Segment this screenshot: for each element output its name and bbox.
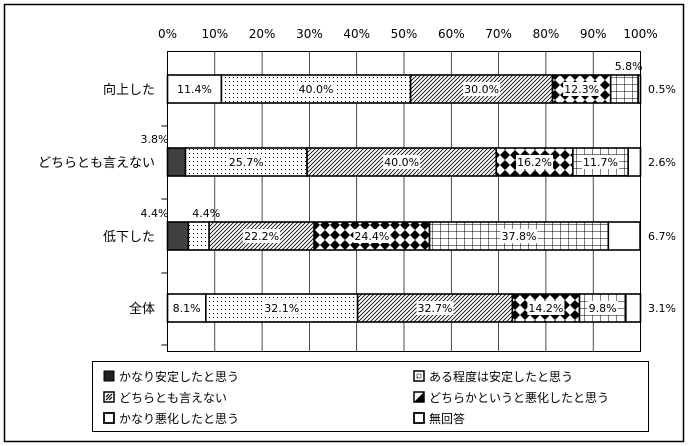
data-label-bg xyxy=(587,301,618,315)
bar-segment xyxy=(166,221,190,251)
data-label: 25.7% xyxy=(229,156,264,169)
data-label: 40.0% xyxy=(384,156,419,169)
data-label: 12.3% xyxy=(564,83,599,96)
x-tick-label: 90% xyxy=(580,27,607,41)
legend-label: ある程度は安定したと思う xyxy=(429,369,573,384)
legend-swatch xyxy=(103,370,115,382)
data-label: 32.7% xyxy=(418,302,453,315)
bar-segment xyxy=(609,74,639,104)
x-tick-label: 30% xyxy=(296,27,323,41)
bar-segment xyxy=(428,221,610,251)
data-label: 37.8% xyxy=(501,230,536,243)
data-label: 2.6% xyxy=(648,156,676,169)
data-label: 0.5% xyxy=(648,83,676,96)
category-label: どちらとも言えない xyxy=(38,156,155,171)
data-label-bg xyxy=(171,301,202,315)
legend-item: かなり安定したと思う xyxy=(103,369,239,384)
bar-segment xyxy=(625,293,642,323)
data-label: 9.8% xyxy=(589,302,617,315)
data-label-bg xyxy=(582,155,620,169)
legend-label: かなり悪化したと思う xyxy=(119,412,239,426)
x-tick-label: 70% xyxy=(485,27,512,41)
data-label: 22.2% xyxy=(244,230,279,243)
x-tick-label: 60% xyxy=(438,27,465,41)
data-label: 24.4% xyxy=(354,230,389,243)
bar-segment xyxy=(313,221,431,251)
bar-segment xyxy=(166,147,187,177)
x-tick-labels: 0% 10% 20% 30% 40% 50% 60% 70% 80% 90% 100% xyxy=(158,27,658,41)
category-label: 全体 xyxy=(129,301,155,317)
data-label: 40.0% xyxy=(299,83,334,96)
legend-swatch-hatch xyxy=(105,393,113,401)
bars: 11.4% 40.0% 30.0% 12.3% 25.7% 40.0% 16.2% 11.7%… xyxy=(166,74,642,323)
data-label: 3.8% xyxy=(141,133,169,146)
data-label-bg xyxy=(516,155,554,169)
legend-swatch-inner xyxy=(416,373,422,379)
data-label-bg xyxy=(353,229,391,243)
data-label-bg xyxy=(563,82,601,96)
x-tick-label: 80% xyxy=(533,27,560,41)
bar-segment xyxy=(627,147,642,177)
category-label: 低下した xyxy=(103,230,155,245)
bar-segment xyxy=(637,74,642,104)
data-label: 16.2% xyxy=(517,156,552,169)
data-label: 32.1% xyxy=(264,302,299,315)
legend-item: ある程度は安定したと思う xyxy=(413,369,573,384)
data-label-bg xyxy=(263,301,301,315)
legend-item: 無回答 xyxy=(413,411,465,426)
legend-item: どちらとも言えない xyxy=(103,391,227,405)
legend-swatch xyxy=(413,412,425,424)
x-tick-label: 10% xyxy=(201,27,228,41)
legend-label: 無回答 xyxy=(429,411,465,426)
legend-label: かなり安定したと思う xyxy=(119,369,239,384)
data-label-bg xyxy=(463,82,501,96)
category-label: 向上した xyxy=(103,82,155,98)
data-label-bg xyxy=(175,82,213,96)
data-label: 11.7% xyxy=(583,156,618,169)
legend-swatch-fill xyxy=(414,392,424,402)
outside-labels: 5.8% 0.5% 3.8% 2.6% 4.4% 4.4% 6.7% 3.1% xyxy=(141,60,676,315)
data-label-bg xyxy=(383,155,421,169)
x-tick-label: 50% xyxy=(391,27,418,41)
x-tick-label: 20% xyxy=(249,27,276,41)
data-label: 11.4% xyxy=(177,83,212,96)
legend-item: どちらかというと悪化したと思う xyxy=(413,391,609,405)
x-tick-label: 40% xyxy=(343,27,370,41)
data-label: 3.1% xyxy=(648,302,676,315)
legend-swatch xyxy=(103,412,115,424)
data-label: 4.4% xyxy=(141,207,169,220)
data-label-bg xyxy=(243,229,281,243)
legend-label: どちらとも言えない xyxy=(119,391,227,405)
data-label: 5.8% xyxy=(615,60,643,73)
legend-label: どちらかというと悪化したと思う xyxy=(429,391,609,405)
data-label-bg xyxy=(297,82,335,96)
legend-item: かなり悪化したと思う xyxy=(103,412,239,426)
data-label: 6.7% xyxy=(648,230,676,243)
bar-segment xyxy=(187,221,210,251)
legend-box xyxy=(92,361,649,432)
data-label-bg xyxy=(500,229,538,243)
data-label-bg xyxy=(527,301,565,315)
x-tick-label: 0% xyxy=(158,27,177,41)
x-tick-label: 100% xyxy=(623,27,657,41)
data-label: 8.1% xyxy=(173,302,201,315)
data-label: 4.4% xyxy=(192,207,220,220)
data-label-bg xyxy=(227,155,265,169)
data-label: 30.0% xyxy=(464,83,499,96)
data-label: 14.2% xyxy=(528,302,563,315)
bar-segment xyxy=(607,221,641,251)
data-label-bg xyxy=(416,301,454,315)
